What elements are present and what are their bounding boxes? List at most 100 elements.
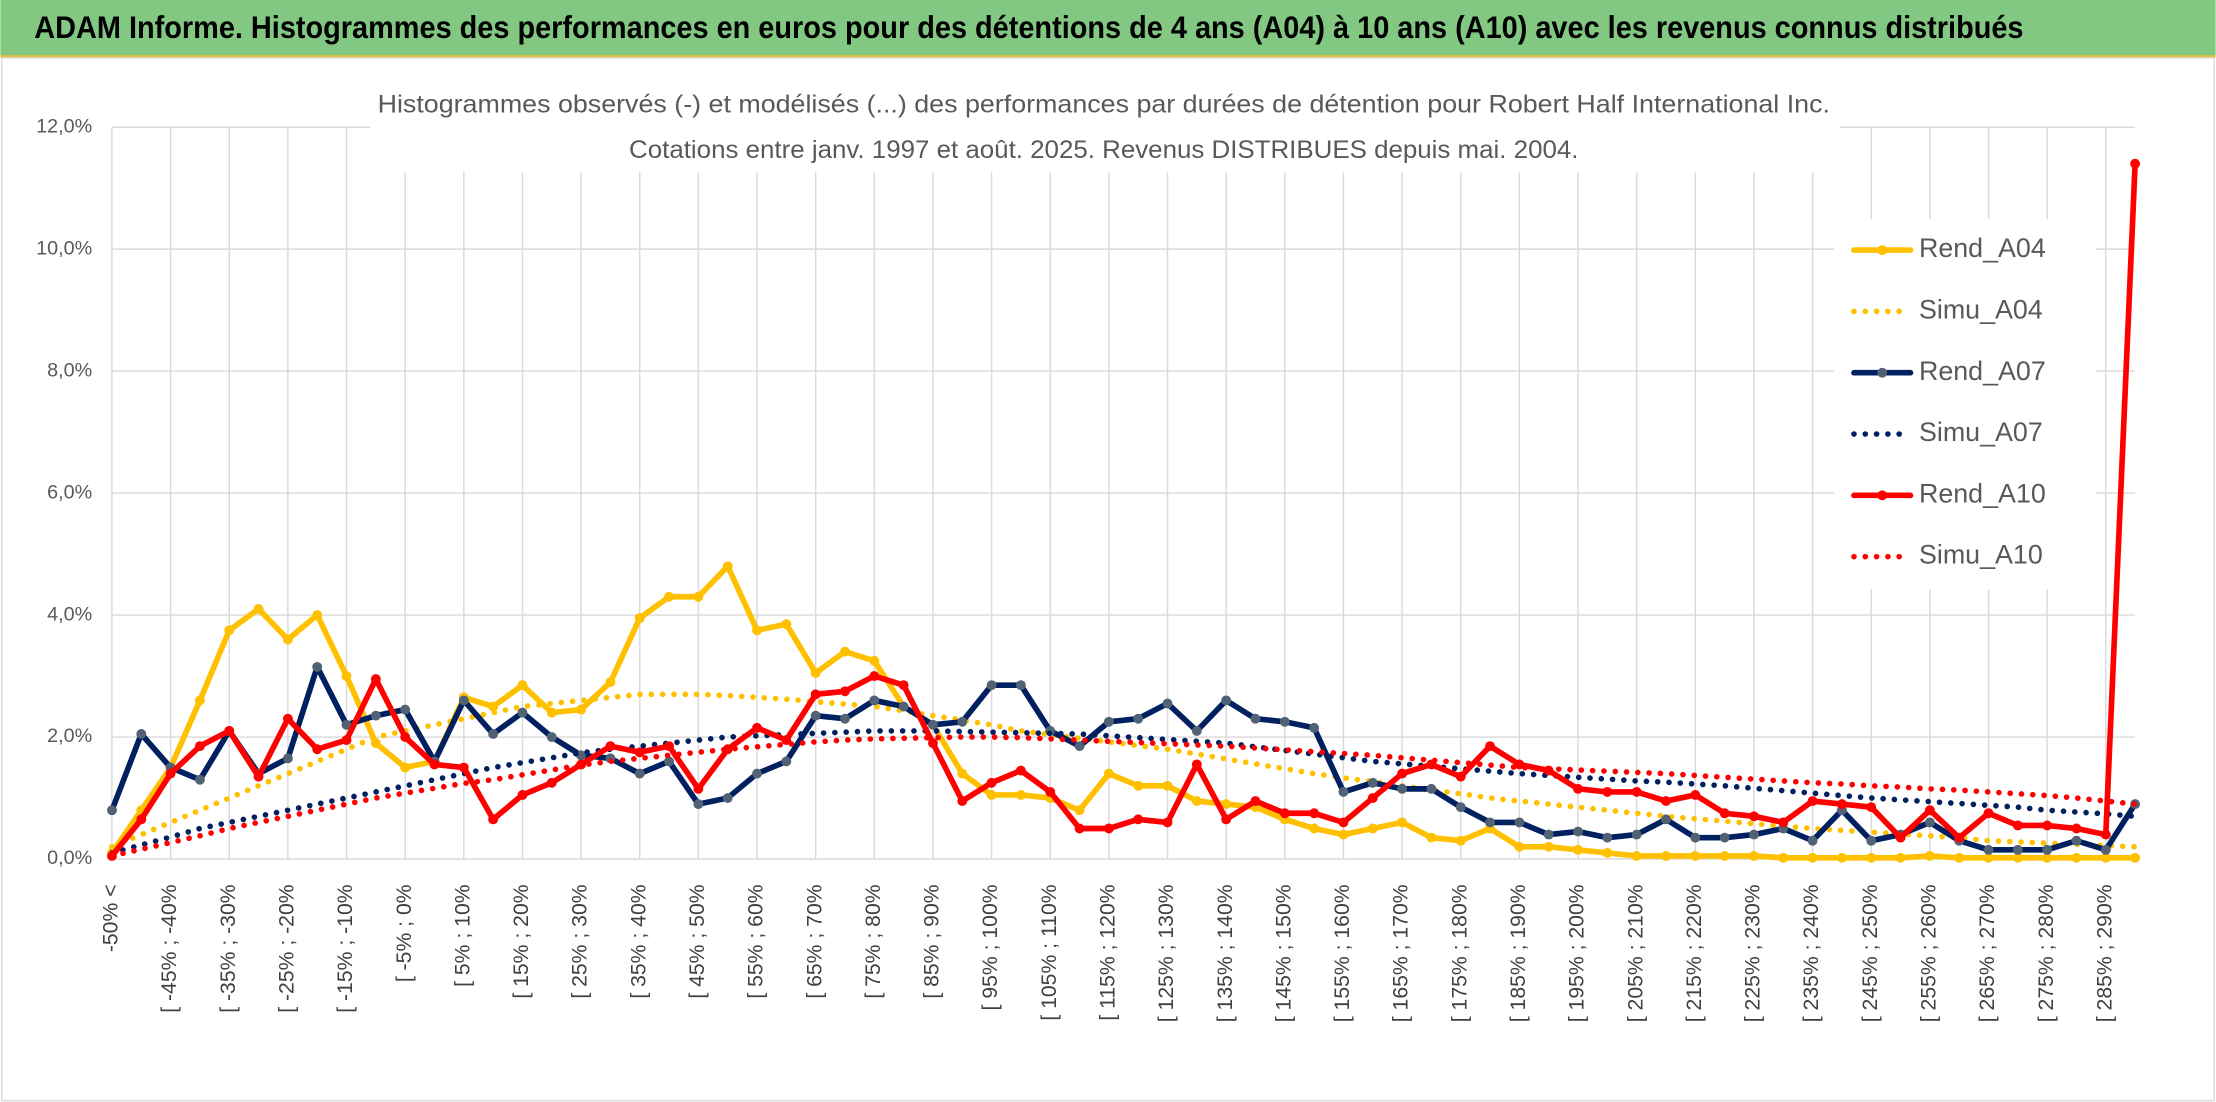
x-tick-label: [ 205% ; 210% <box>1624 884 1647 1022</box>
x-tick-label: [ 185% ; 190% <box>1507 884 1530 1022</box>
data-point <box>1631 786 1642 797</box>
data-point <box>1338 829 1349 840</box>
x-tick-label: -50% < <box>100 884 123 952</box>
data-point <box>1983 852 1994 863</box>
data-point <box>752 722 762 733</box>
data-point <box>1015 790 1026 800</box>
data-point <box>458 695 469 706</box>
x-tick-label: [ 155% ; 160% <box>1331 884 1354 1022</box>
x-tick-label: [ 105% ; 110% <box>1038 884 1061 1020</box>
data-point <box>1103 768 1114 779</box>
x-tick-label: [ 75% ; 80% <box>862 884 885 998</box>
data-point <box>1426 783 1437 794</box>
data-point <box>1690 851 1701 861</box>
data-point <box>664 591 675 602</box>
data-point <box>810 689 821 700</box>
data-point <box>1397 768 1408 779</box>
data-point <box>517 680 528 691</box>
x-tick-label: [ 125% ; 130% <box>1155 884 1178 1022</box>
data-point <box>517 790 528 800</box>
data-point <box>517 707 528 718</box>
data-point <box>810 668 821 678</box>
data-point <box>312 610 323 620</box>
data-point <box>1807 835 1818 846</box>
data-point <box>1749 851 1759 861</box>
data-point <box>957 768 968 779</box>
data-point <box>1983 844 1994 855</box>
x-tick-label: [ -25% ; -20% <box>275 884 298 1013</box>
data-point <box>752 625 762 636</box>
data-point <box>1602 847 1613 858</box>
data-point <box>840 646 850 657</box>
data-point <box>458 762 469 773</box>
x-tick-label: [ 95% ; 100% <box>979 884 1002 1010</box>
data-point <box>693 799 704 810</box>
x-tick-label: [ 5% ; 10% <box>451 884 474 987</box>
data-point <box>282 753 293 764</box>
data-point <box>986 790 997 800</box>
data-point <box>1602 786 1613 797</box>
data-point <box>1807 796 1818 807</box>
data-point <box>194 774 205 785</box>
legend-label: Simu_A10 <box>1919 540 2043 570</box>
data-point <box>2100 852 2111 863</box>
data-point <box>1221 695 1232 706</box>
chart-subtitle: Cotations entre janv. 1997 et août. 2025… <box>629 136 1578 164</box>
data-point <box>1103 716 1114 727</box>
x-tick-label: [ -45% ; -40% <box>158 884 181 1013</box>
y-tick-label: 4,0% <box>47 603 92 625</box>
x-tick-label: [ 215% ; 220% <box>1683 884 1706 1022</box>
y-tick-label: 2,0% <box>47 725 92 747</box>
data-point <box>1250 713 1261 724</box>
x-tick-label: [ 285% ; 290% <box>2093 884 2116 1022</box>
data-point <box>1367 777 1378 788</box>
data-point <box>1397 817 1408 828</box>
data-point <box>2130 852 2141 863</box>
data-point <box>664 741 675 752</box>
data-point <box>781 619 792 630</box>
data-point <box>605 677 616 688</box>
legend-marker <box>1877 245 1888 256</box>
x-tick-label: [ -15% ; -10% <box>334 884 357 1013</box>
data-point <box>136 729 147 739</box>
data-point <box>2012 852 2023 863</box>
data-point <box>752 768 762 779</box>
data-point <box>869 695 880 706</box>
data-point <box>1133 713 1144 724</box>
data-point <box>1983 808 1994 819</box>
data-point <box>722 561 733 572</box>
data-point <box>2012 844 2023 855</box>
data-point <box>664 756 675 767</box>
data-point <box>1221 799 1232 810</box>
data-point <box>1338 817 1349 828</box>
legend-label: Simu_A07 <box>1919 417 2043 447</box>
x-tick-label: [ 255% ; 260% <box>1917 884 1940 1022</box>
x-tick-label: [ 25% ; 30% <box>569 884 592 998</box>
chart-border <box>1 57 2215 1102</box>
data-point <box>1074 741 1085 752</box>
data-point <box>898 680 909 691</box>
data-point <box>1690 832 1701 843</box>
data-point <box>2042 820 2053 831</box>
data-point <box>1514 817 1525 828</box>
data-point <box>2130 158 2141 169</box>
data-point <box>1719 832 1730 843</box>
data-point <box>2071 852 2082 863</box>
data-point <box>2012 820 2023 831</box>
data-point <box>400 704 411 715</box>
data-point <box>312 744 323 755</box>
data-point <box>1367 793 1378 803</box>
data-point <box>634 747 645 758</box>
data-point <box>1426 832 1437 843</box>
data-point <box>576 750 587 761</box>
data-point <box>1924 851 1935 861</box>
data-point <box>1191 725 1202 736</box>
data-point <box>1309 823 1320 834</box>
data-point <box>1045 786 1056 797</box>
data-point <box>781 756 792 767</box>
data-point <box>1602 832 1613 843</box>
data-point <box>1133 780 1144 791</box>
x-tick-label: [ 245% ; 250% <box>1859 884 1882 1022</box>
data-point <box>693 783 704 794</box>
data-point <box>2100 829 2111 840</box>
